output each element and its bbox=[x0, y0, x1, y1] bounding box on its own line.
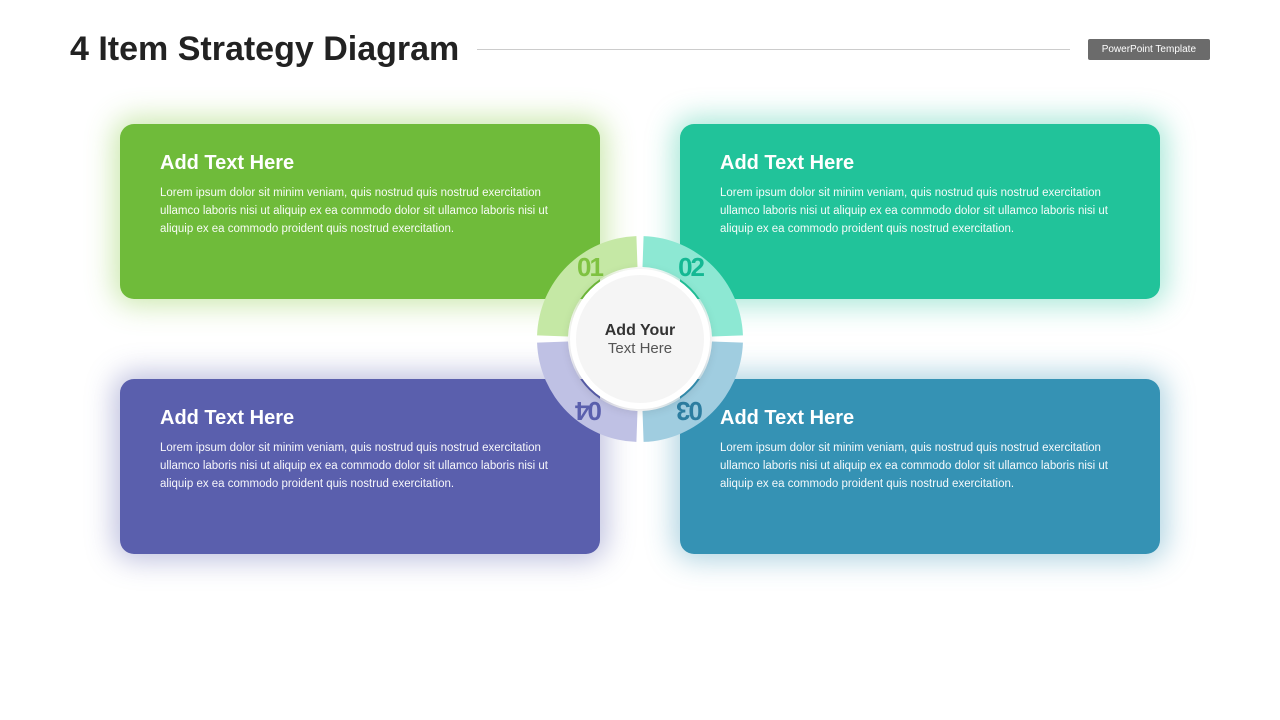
template-badge: PowerPoint Template bbox=[1088, 39, 1210, 60]
strategy-card-2: Add Text Here Lorem ipsum dolor sit mini… bbox=[680, 124, 1160, 299]
card-body: Lorem ipsum dolor sit minim veniam, quis… bbox=[160, 185, 560, 238]
slide-header: 4 Item Strategy Diagram PowerPoint Templ… bbox=[0, 0, 1280, 89]
header-divider bbox=[477, 49, 1069, 50]
card-title: Add Text Here bbox=[720, 407, 1120, 430]
segment-number-4: 04 bbox=[577, 395, 602, 426]
hub-inner-circle: Add Your Text Here bbox=[570, 269, 710, 409]
card-body: Lorem ipsum dolor sit minim veniam, quis… bbox=[160, 440, 560, 493]
card-title: Add Text Here bbox=[720, 152, 1120, 175]
diagram-area: Add Text Here Lorem ipsum dolor sit mini… bbox=[0, 89, 1280, 649]
strategy-card-4: Add Text Here Lorem ipsum dolor sit mini… bbox=[120, 379, 600, 554]
center-hub: 01 02 03 04 Add Your Text Here bbox=[535, 234, 745, 444]
card-title: Add Text Here bbox=[160, 152, 560, 175]
segment-number-1: 01 bbox=[577, 252, 602, 283]
strategy-card-1: Add Text Here Lorem ipsum dolor sit mini… bbox=[120, 124, 600, 299]
segment-number-3: 03 bbox=[678, 395, 703, 426]
card-body: Lorem ipsum dolor sit minim veniam, quis… bbox=[720, 440, 1120, 493]
hub-text-line1: Add Your bbox=[605, 322, 676, 340]
hub-text-line2: Text Here bbox=[608, 340, 672, 357]
card-title: Add Text Here bbox=[160, 407, 560, 430]
segment-number-2: 02 bbox=[678, 252, 703, 283]
strategy-card-3: Add Text Here Lorem ipsum dolor sit mini… bbox=[680, 379, 1160, 554]
slide-title: 4 Item Strategy Diagram bbox=[70, 30, 459, 69]
card-body: Lorem ipsum dolor sit minim veniam, quis… bbox=[720, 185, 1120, 238]
